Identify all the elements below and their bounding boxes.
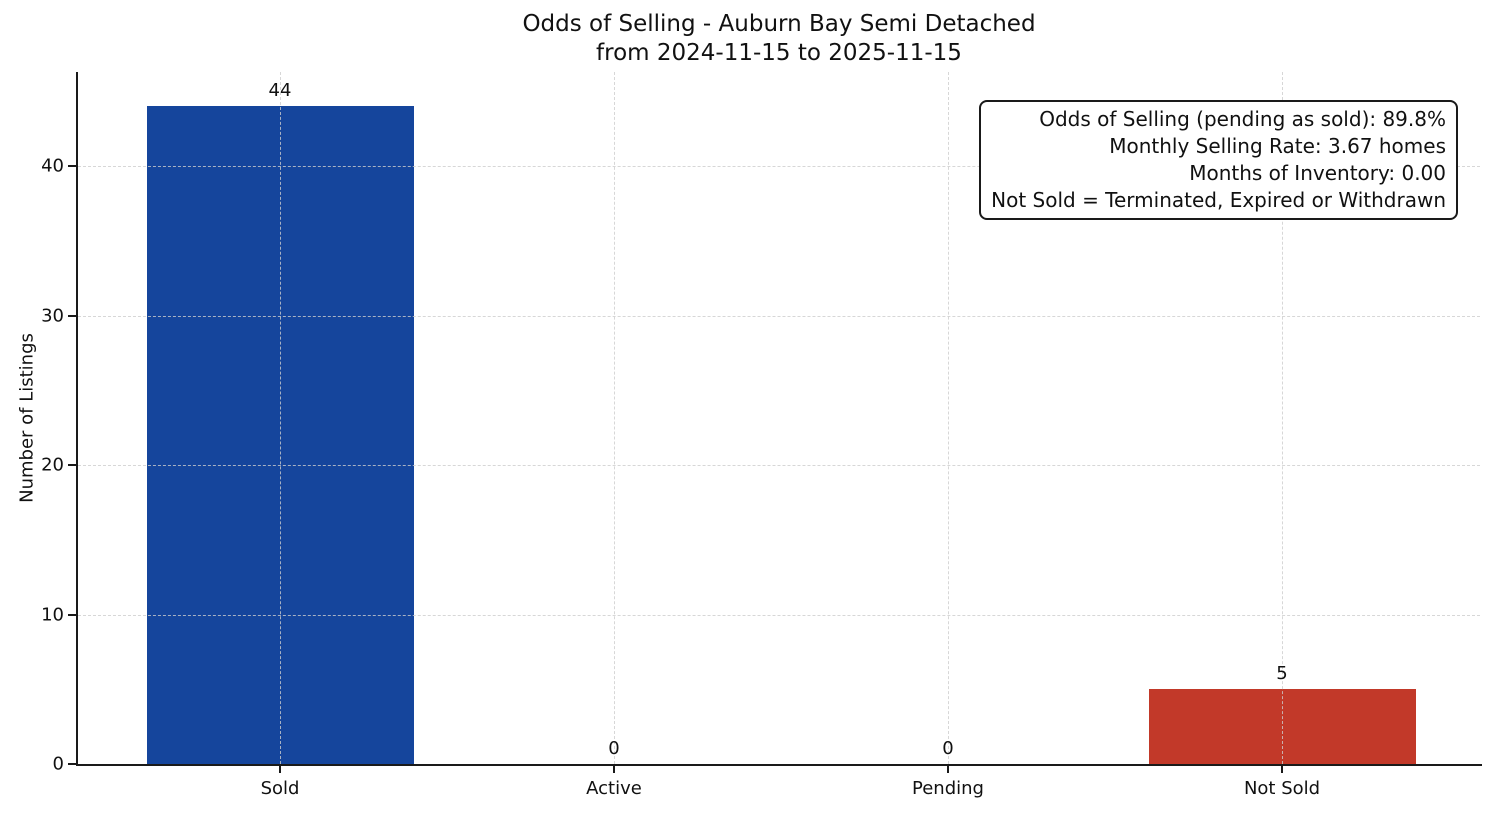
- x-tick-label-pending: Pending: [912, 778, 984, 799]
- x-tick-mark: [279, 766, 281, 773]
- x-tick-mark: [613, 766, 615, 773]
- vertical-gridline: [1282, 72, 1283, 764]
- chart-title-line2: from 2024-11-15 to 2025-11-15: [596, 40, 962, 66]
- y-tick-label: 30: [41, 305, 64, 327]
- bar-value-label: 0: [608, 738, 620, 759]
- chart-title: Odds of Selling - Auburn Bay Semi Detach…: [78, 10, 1480, 68]
- y-tick-mark: [68, 613, 76, 616]
- horizontal-gridline: [78, 465, 1480, 467]
- horizontal-gridline: [78, 614, 1480, 616]
- x-axis-spine: [76, 764, 1482, 766]
- x-tick-label-sold: Sold: [260, 778, 300, 799]
- annotation-odds-of-selling: Odds of Selling (pending as sold): 89.8%: [1039, 107, 1446, 131]
- bar-value-label: 0: [942, 738, 954, 759]
- vertical-gridline: [948, 72, 949, 764]
- vertical-gridline: [280, 72, 281, 764]
- stats-annotation-box: Odds of Selling (pending as sold): 89.8%…: [979, 100, 1458, 220]
- annotation-not-sold-definition: Not Sold = Terminated, Expired or Withdr…: [991, 188, 1446, 212]
- y-tick-label: 20: [41, 454, 64, 476]
- x-tick-label-not-sold: Not Sold: [1243, 778, 1321, 799]
- annotation-monthly-selling-rate: Monthly Selling Rate: 3.67 homes: [1109, 134, 1446, 158]
- y-tick-label: 40: [41, 155, 64, 177]
- horizontal-gridline: [78, 315, 1480, 317]
- y-tick-mark: [68, 314, 76, 317]
- vertical-gridline: [614, 72, 615, 764]
- y-tick-mark: [68, 464, 76, 467]
- x-tick-label-active: Active: [586, 778, 642, 799]
- plot-area: Odds of Selling (pending as sold): 89.8%…: [41, 72, 1480, 799]
- y-axis-spine: [76, 72, 78, 766]
- x-tick-mark: [1281, 766, 1283, 773]
- y-tick-mark: [68, 165, 76, 168]
- y-axis-label: Number of Listings: [16, 333, 38, 503]
- horizontal-gridline: [78, 166, 1480, 168]
- y-tick-mark: [68, 763, 76, 765]
- y-tick-label: 10: [41, 604, 64, 626]
- x-tick-mark: [947, 766, 949, 773]
- y-tick-label: 0: [52, 753, 64, 775]
- bar-value-label: 44: [268, 80, 292, 102]
- bar-value-label: 5: [1276, 663, 1288, 685]
- chart-title-line1: Odds of Selling - Auburn Bay Semi Detach…: [522, 11, 1036, 37]
- annotation-months-of-inventory: Months of Inventory: 0.00: [1189, 161, 1446, 185]
